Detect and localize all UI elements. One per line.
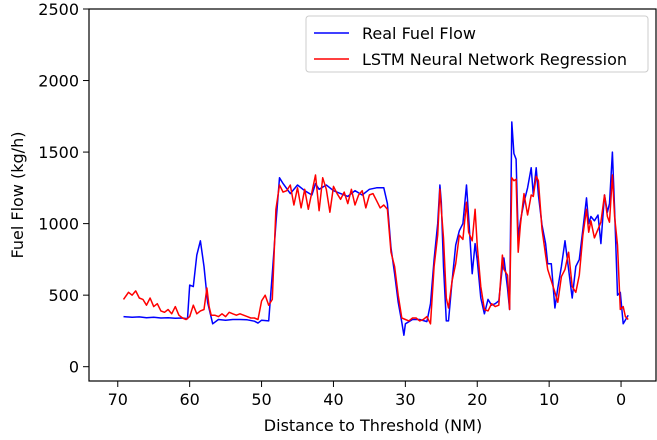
x-tick-label: 50 [251,390,271,409]
x-tick-label: 60 [179,390,199,409]
y-tick-label: 500 [48,286,79,305]
x-axis-title: Distance to Threshold (NM) [264,416,482,435]
x-tick-label: 40 [323,390,343,409]
plot-frame [88,8,657,382]
y-tick-label: 2000 [38,72,79,91]
x-tick-label: 0 [616,390,626,409]
legend-label-real-fuel-flow: Real Fuel Flow [362,24,476,43]
x-tick-label: 30 [395,390,415,409]
series-line-0 [123,121,629,336]
legend-label-lstm: LSTM Neural Network Regression [362,50,627,69]
y-tick-label: 0 [69,358,79,377]
y-tick-label: 1000 [38,215,79,234]
axes-layer [88,8,657,382]
y-tick-label: 2500 [38,0,79,19]
x-tick-label: 20 [467,390,487,409]
x-tick-label: 70 [108,390,128,409]
y-tick-label: 1500 [38,143,79,162]
series-layer [122,121,629,336]
legend-box [305,15,649,73]
legend: Real Fuel Flow LSTM Neural Network Regre… [305,15,649,73]
x-tick-label: 10 [539,390,559,409]
series-line-1 [122,174,629,325]
y-axis-title: Fuel Flow (kg/h) [8,132,27,259]
